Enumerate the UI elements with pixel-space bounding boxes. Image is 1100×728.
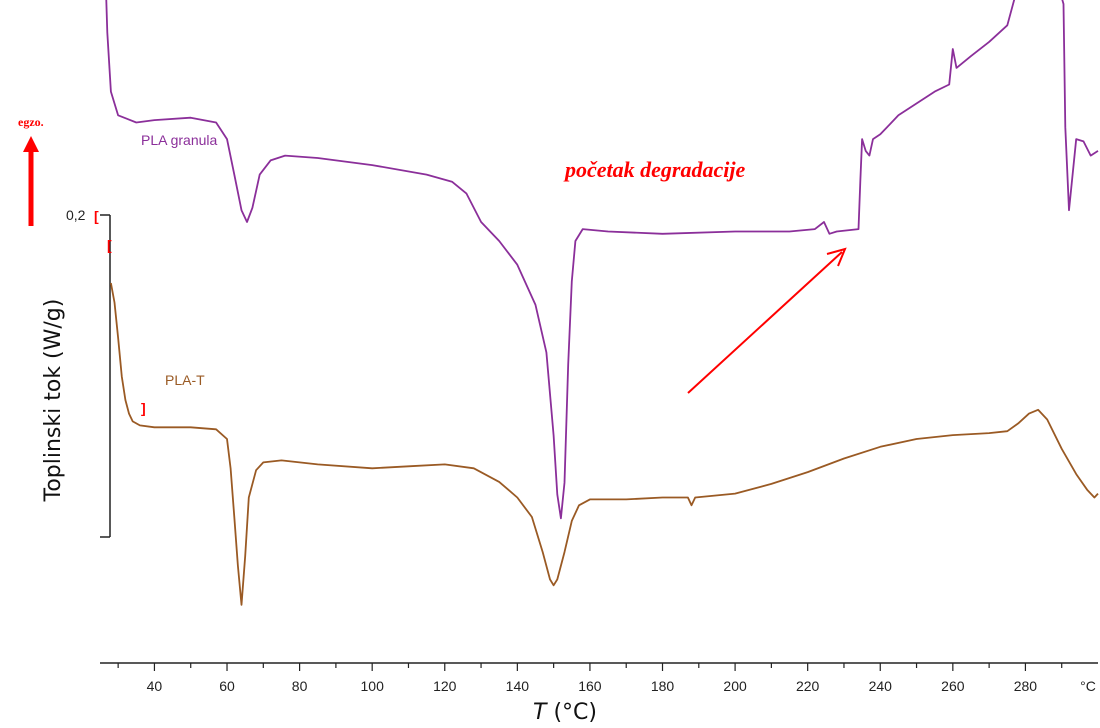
x-tick-label: 140: [506, 678, 530, 694]
x-tick-label: 240: [869, 678, 893, 694]
series-line-pla-t: [110, 282, 1099, 606]
scale-bar-label: 0,2: [66, 207, 86, 223]
marker-bracket-side: [: [107, 237, 112, 253]
x-axis-title: T (°C): [533, 700, 597, 725]
series-label-pla-granula: PLA granula: [141, 132, 217, 148]
x-tick-label: 100: [361, 678, 385, 694]
x-tick-label: 120: [433, 678, 457, 694]
exo-label: egzo.: [18, 115, 44, 129]
x-tick-label: 200: [723, 678, 747, 694]
x-tick-label: 280: [1014, 678, 1038, 694]
x-tick-label: 260: [941, 678, 965, 694]
x-tick-label: 160: [578, 678, 602, 694]
series-line-pla-granula: [105, 0, 1099, 520]
x-axis-title-unit: (°C): [546, 700, 597, 725]
y-axis-title: Toplinski tok (W/g): [41, 299, 66, 503]
x-tick-label: 40: [147, 678, 163, 694]
exo-arrow-head: [23, 136, 39, 152]
x-tick-label: 220: [796, 678, 820, 694]
x-ticks: 40 60 80 100 120 140 160 180 200 220 240 260 280: [117, 663, 1063, 694]
x-axis-title-symbol: T: [533, 700, 548, 725]
annotation-arrow-shaft: [687, 251, 843, 394]
x-unit-tick-label: °C: [1080, 678, 1096, 694]
x-tick-label: 80: [292, 678, 308, 694]
annotation-arrow-head: [826, 247, 847, 267]
series-layer: [105, 0, 1099, 606]
x-tick-label: 180: [651, 678, 675, 694]
marker-bracket-plat: ]: [141, 400, 146, 416]
x-tick-label: 60: [219, 678, 235, 694]
series-label-pla-t: PLA-T: [165, 372, 205, 388]
marker-bracket-top: [: [94, 208, 99, 224]
degradation-annotation: početak degradacije: [563, 157, 745, 182]
